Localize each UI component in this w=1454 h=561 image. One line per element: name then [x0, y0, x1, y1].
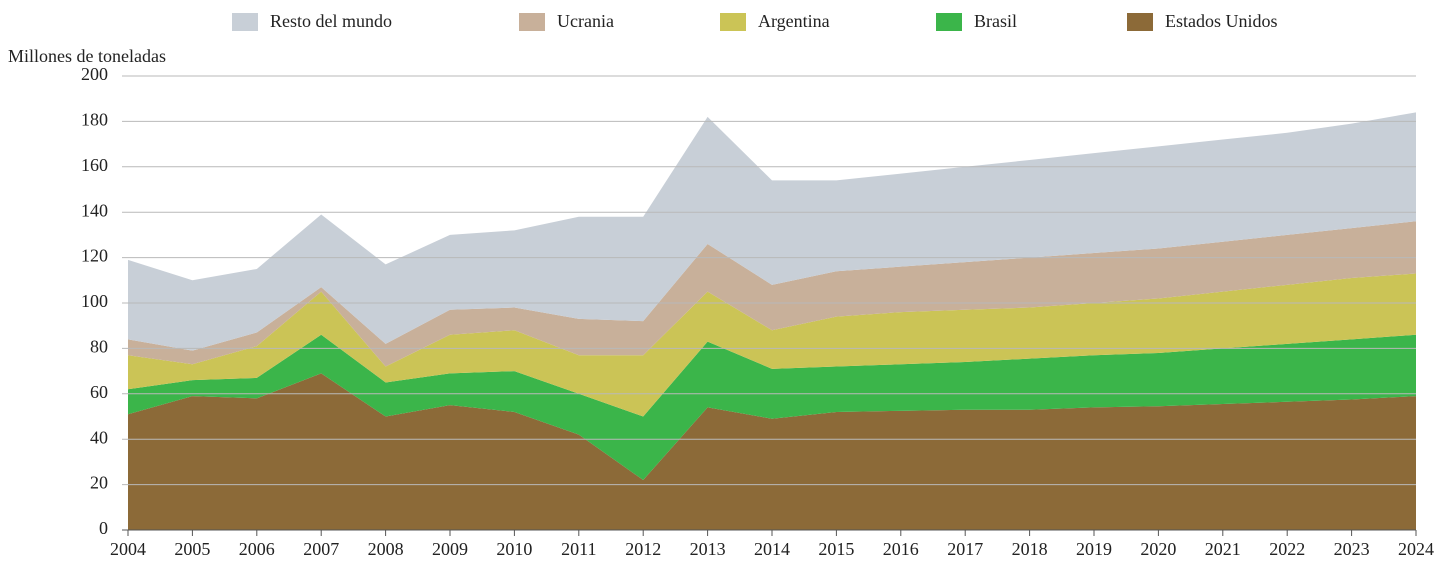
area — [128, 373, 1416, 530]
x-tick-label: 2013 — [690, 539, 726, 559]
x-tick-label: 2010 — [496, 539, 532, 559]
x-tick-label: 2017 — [947, 539, 983, 559]
y-tick-label: 100 — [81, 291, 108, 311]
y-tick-label: 80 — [90, 337, 108, 357]
y-tick-label: 180 — [81, 110, 108, 130]
legend-swatch — [1127, 13, 1153, 31]
area — [128, 112, 1416, 351]
legend-label: Argentina — [758, 11, 830, 31]
x-tick-label: 2022 — [1269, 539, 1305, 559]
legend-label: Ucrania — [557, 11, 614, 31]
legend-swatch — [936, 13, 962, 31]
y-tick-label: 60 — [90, 382, 108, 402]
legend-label: Resto del mundo — [270, 11, 392, 31]
x-tick-label: 2020 — [1140, 539, 1176, 559]
x-tick-label: 2012 — [625, 539, 661, 559]
x-tick-label: 2014 — [754, 539, 790, 559]
y-axis-label: Millones de toneladas — [8, 46, 166, 66]
y-tick-label: 0 — [99, 518, 108, 538]
legend-label: Brasil — [974, 11, 1017, 31]
x-tick-label: 2016 — [883, 539, 919, 559]
x-tick-label: 2008 — [368, 539, 404, 559]
y-tick-label: 200 — [81, 64, 108, 84]
x-tick-label: 2018 — [1012, 539, 1048, 559]
x-tick-label: 2024 — [1398, 539, 1434, 559]
area — [128, 273, 1416, 417]
x-tick-label: 2009 — [432, 539, 468, 559]
y-tick-label: 40 — [90, 427, 108, 447]
y-tick-label: 120 — [81, 246, 108, 266]
x-tick-label: 2011 — [561, 539, 596, 559]
x-tick-label: 2015 — [818, 539, 854, 559]
x-tick-label: 2006 — [239, 539, 275, 559]
x-tick-label: 2019 — [1076, 539, 1112, 559]
x-tick-label: 2021 — [1205, 539, 1241, 559]
legend-swatch — [232, 13, 258, 31]
legend-swatch — [519, 13, 545, 31]
y-tick-label: 160 — [81, 155, 108, 175]
x-tick-label: 2005 — [174, 539, 210, 559]
y-tick-label: 140 — [81, 200, 108, 220]
y-tick-label: 20 — [90, 473, 108, 493]
x-tick-label: 2007 — [303, 539, 339, 559]
x-tick-label: 2004 — [110, 539, 146, 559]
x-tick-label: 2023 — [1334, 539, 1370, 559]
legend-swatch — [720, 13, 746, 31]
area — [128, 334, 1416, 481]
legend-label: Estados Unidos — [1165, 11, 1278, 31]
